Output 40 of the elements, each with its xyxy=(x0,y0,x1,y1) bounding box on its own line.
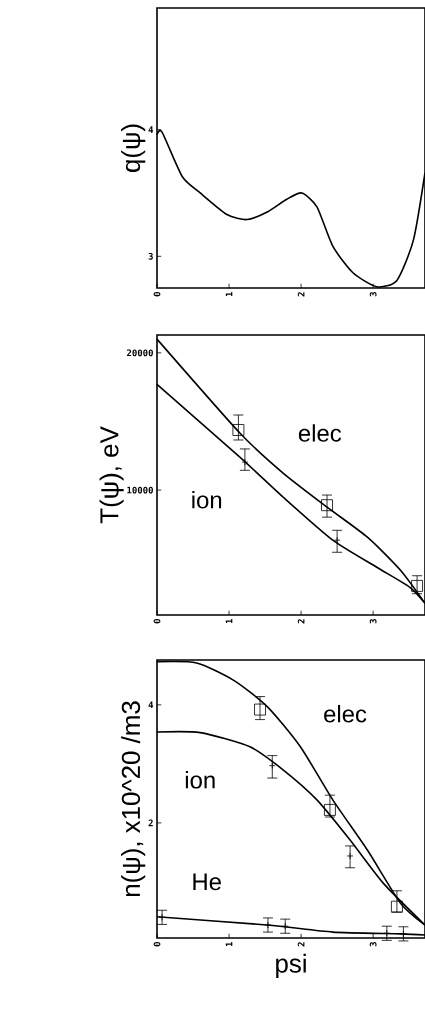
series-label: He xyxy=(193,873,221,891)
point xyxy=(383,929,391,937)
point xyxy=(254,703,266,716)
x-tick-label: 0 xyxy=(153,942,161,947)
point xyxy=(391,900,403,913)
y-tick-label: 2 xyxy=(148,819,153,827)
x-tick-label: 1 xyxy=(225,291,233,297)
series-label: elec xyxy=(324,704,367,723)
x-tick-label: 3 xyxy=(369,942,377,947)
y-tick-label: 20000 xyxy=(126,349,153,357)
x-tick-label: 2 xyxy=(297,942,305,947)
y-tick-label: 3 xyxy=(148,252,153,260)
x-tick-label: 3 xyxy=(369,292,377,297)
series-label: ion xyxy=(185,771,215,789)
y-tick-label: 10000 xyxy=(127,486,153,494)
x-tick-label: 2 xyxy=(297,292,305,297)
x-tick-label: 1 xyxy=(225,941,233,947)
point xyxy=(333,536,341,544)
y-tick-label: 4 xyxy=(148,701,154,709)
x-axis-title: psi xyxy=(276,953,306,978)
point xyxy=(411,579,423,592)
x-tick-label: 3 xyxy=(369,619,377,624)
point xyxy=(281,922,289,930)
y-axis-title: q(ψ) xyxy=(121,124,146,172)
point xyxy=(399,930,407,938)
y-axis-title: n(ψ), x10^20 /m3 xyxy=(121,701,146,897)
point xyxy=(241,458,249,466)
x-tick-label: 2 xyxy=(297,619,305,624)
x-tick-label: 0 xyxy=(153,619,161,624)
point xyxy=(232,424,245,436)
y-axis-title: T(ψ), eV xyxy=(99,426,124,524)
y-tick-label: 4 xyxy=(148,126,154,133)
series-label: elec xyxy=(298,424,342,442)
x-tick-label: 1 xyxy=(225,618,233,624)
point xyxy=(264,921,272,929)
point xyxy=(268,762,276,770)
point xyxy=(346,852,354,860)
x-tick-label: 0 xyxy=(153,292,161,297)
point xyxy=(321,499,333,512)
legend-label: ion xyxy=(192,490,222,509)
